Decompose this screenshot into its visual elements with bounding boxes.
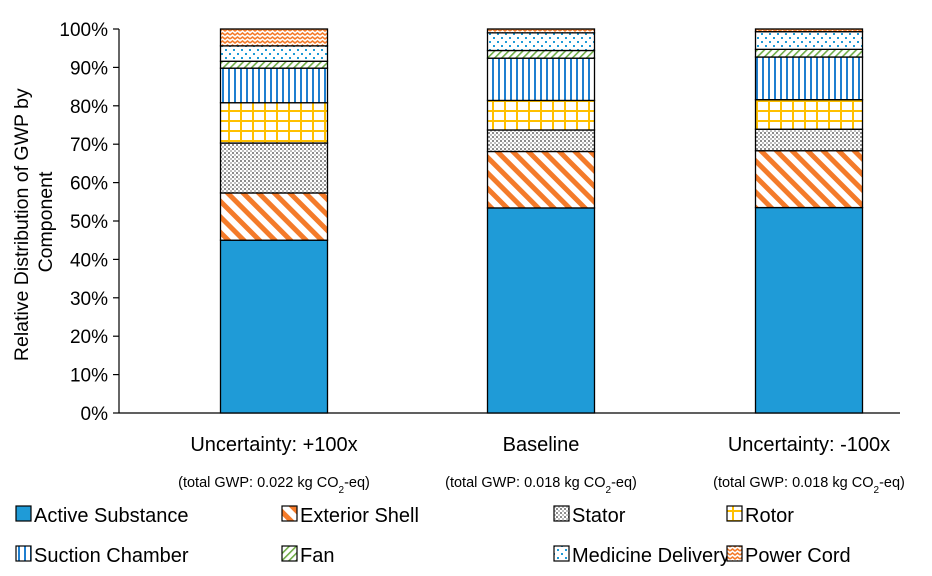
- y-tick-label: 100%: [59, 20, 108, 41]
- legend: Active Substance Exterior Shell Stator Roto…: [15, 505, 851, 567]
- bar-segment-fan: [754, 48, 864, 58]
- bar-segment-active-substance: [754, 206, 864, 414]
- bar-segment-fan: [219, 60, 329, 69]
- bar-segment-suction-chamber: [754, 56, 864, 101]
- y-axis: 0% 10% 20% 30% 40% 50% 60% 70% 80% 90% 100%: [59, 20, 900, 425]
- legend-label: Power Cord: [745, 545, 851, 567]
- category-label: Uncertainty: -100x: [728, 434, 890, 456]
- category-sublabel: (total GWP: 0.018 kg CO2-eq): [445, 475, 637, 496]
- bars: [219, 28, 864, 414]
- bar-segment-stator: [219, 142, 329, 194]
- legend-swatch: [726, 545, 743, 562]
- legend-label: Active Substance: [34, 505, 189, 527]
- y-tick-label: 20%: [70, 327, 108, 348]
- bar-segment-stator: [486, 129, 596, 153]
- category-label: Uncertainty: +100x: [190, 434, 357, 456]
- bar-segment-stator: [754, 128, 864, 152]
- bar-segment-fan: [486, 49, 596, 59]
- legend-label: Stator: [572, 505, 626, 527]
- bar-segment-rotor: [486, 99, 596, 131]
- bar-segment-exterior-shell: [754, 150, 864, 209]
- bar-segment-exterior-shell: [486, 150, 596, 209]
- y-axis-title-line-1: Relative Distribution of GWP by: [11, 88, 33, 361]
- bar-segment-rotor: [754, 99, 864, 130]
- legend-swatch: [553, 505, 570, 522]
- category-label: Baseline: [503, 434, 580, 456]
- y-tick-label: 60%: [70, 174, 108, 195]
- bar-segment-active-substance: [486, 207, 596, 414]
- category-sublabel: (total GWP: 0.022 kg CO2-eq): [178, 475, 370, 496]
- legend-label: Exterior Shell: [300, 505, 419, 527]
- bar-segment-suction-chamber: [219, 67, 329, 104]
- legend-label: Medicine Delivery: [572, 545, 730, 567]
- bar-segment-active-substance: [219, 239, 329, 414]
- bar-segment-rotor: [219, 102, 329, 144]
- legend-label: Suction Chamber: [34, 545, 189, 567]
- bar-segment-medicine-delivery: [486, 32, 596, 52]
- legend-swatch: [726, 505, 743, 522]
- legend-label: Rotor: [745, 505, 794, 527]
- bar-segment-power-cord: [486, 28, 596, 34]
- y-tick-label: 70%: [70, 135, 108, 156]
- legend-swatch: [15, 505, 32, 522]
- bar-segment-medicine-delivery: [219, 45, 329, 62]
- y-axis-title: Relative Distribution of GWP by Componen…: [11, 83, 57, 361]
- legend-swatch: [553, 545, 570, 562]
- category-sublabel: (total GWP: 0.018 kg CO2-eq): [713, 475, 905, 496]
- y-axis-title-line-2: Component: [35, 171, 57, 272]
- category-labels: Uncertainty: +100x (total GWP: 0.022 kg C…: [178, 434, 905, 496]
- legend-swatch: [281, 505, 298, 522]
- bar-segment-medicine-delivery: [754, 31, 864, 51]
- bar-segment-exterior-shell: [219, 192, 329, 241]
- bar-segment-suction-chamber: [486, 57, 596, 102]
- y-tick-label: 90%: [70, 58, 108, 79]
- y-tick-label: 0%: [81, 404, 109, 425]
- y-tick-label: 10%: [70, 366, 108, 387]
- y-tick-label: 50%: [70, 212, 108, 233]
- legend-label: Fan: [300, 545, 334, 567]
- y-tick-label: 40%: [70, 250, 108, 271]
- bar-segment-power-cord: [219, 28, 329, 47]
- bar-segment-power-cord: [754, 28, 864, 33]
- y-tick-label: 30%: [70, 289, 108, 310]
- y-tick-label: 80%: [70, 97, 108, 118]
- legend-swatch: [281, 545, 298, 562]
- legend-swatch: [15, 545, 32, 562]
